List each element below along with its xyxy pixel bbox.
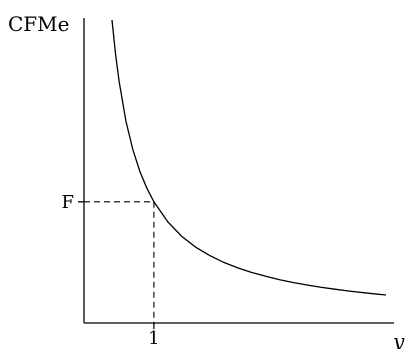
- x-tick-label: 1: [148, 328, 159, 349]
- x-axis-label: y: [392, 329, 405, 349]
- y-tick-label: F: [62, 192, 75, 213]
- y-axis-label: CFMe: [8, 12, 70, 36]
- average-fixed-cost-curve: [111, 19, 387, 296]
